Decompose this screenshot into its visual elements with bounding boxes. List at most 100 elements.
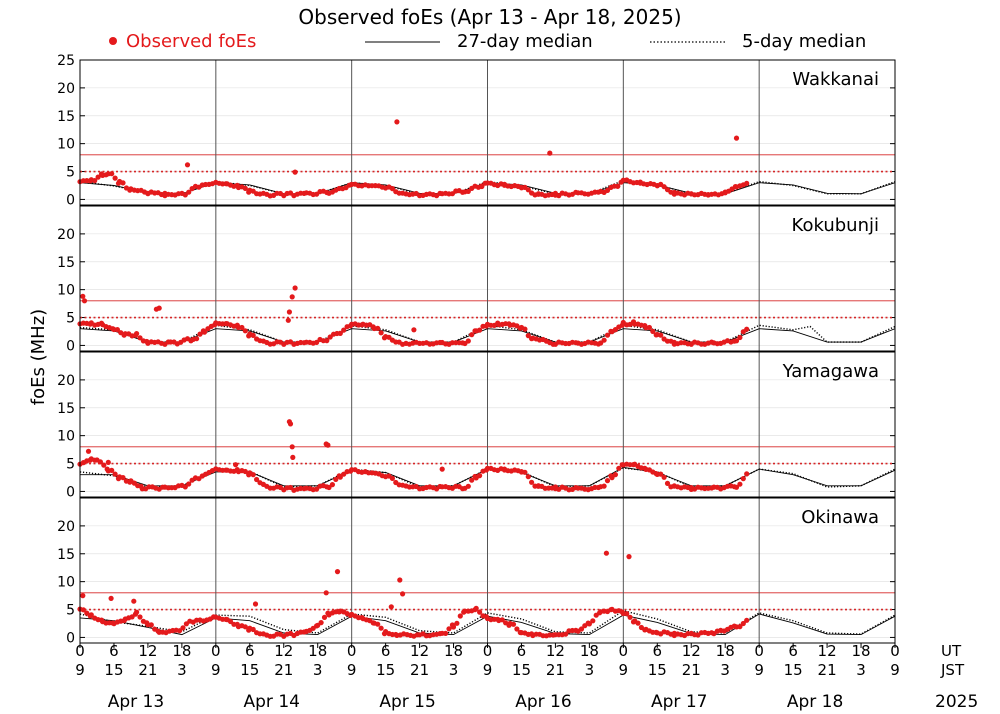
- observed-point: [590, 618, 596, 624]
- y-tick-label: 10: [57, 283, 75, 299]
- observed-point: [650, 328, 656, 334]
- observed-point: [314, 486, 320, 492]
- day-label: Apr 16: [515, 692, 571, 712]
- x-tick-label-ut: 12: [818, 642, 837, 660]
- observed-point: [510, 621, 517, 627]
- y-tick-label: 15: [57, 401, 75, 417]
- x-tick-label-ut: 6: [653, 642, 663, 660]
- observed-point: [341, 327, 347, 333]
- observed-point: [80, 293, 86, 299]
- y-tick-label: 5: [66, 165, 75, 181]
- observed-point: [522, 469, 528, 475]
- observed-point: [186, 189, 192, 195]
- observed-point: [286, 309, 292, 315]
- observed-point: [114, 327, 120, 333]
- legend-27day-label: 27-day median: [457, 31, 593, 52]
- observed-point: [627, 614, 633, 620]
- panel-frame: [79, 351, 896, 498]
- observed-point: [156, 305, 162, 311]
- observed-point: [744, 617, 750, 623]
- panel-wakkanai: 0 5 10 15 20 25 Wakkanai: [57, 53, 896, 208]
- observed-point: [95, 174, 101, 180]
- observed-point: [479, 183, 485, 190]
- observed-point: [148, 622, 154, 628]
- observed-point: [137, 614, 143, 620]
- observed-point: [499, 617, 505, 623]
- observed-point: [80, 593, 86, 599]
- day-label: Apr 17: [651, 692, 707, 712]
- observed-point: [109, 467, 115, 473]
- observed-point: [664, 480, 671, 486]
- year-label: 2025: [935, 692, 978, 712]
- observed-point: [635, 620, 641, 626]
- chart-title: Observed foEs (Apr 13 - Apr 18, 2025): [298, 5, 681, 29]
- panel-yamagawa: 0 5 10 15 20 Yamagawa: [57, 351, 896, 500]
- observed-point: [201, 329, 208, 335]
- x-tick-label-ut: 12: [546, 642, 565, 660]
- observed-point: [108, 595, 114, 602]
- observed-point: [88, 612, 94, 618]
- observed-point: [326, 484, 332, 491]
- observed-point: [469, 332, 475, 338]
- x-tick-label-jst: 3: [449, 661, 459, 679]
- y-axis-label: foEs (MHz): [28, 309, 49, 405]
- observed-point: [184, 162, 191, 168]
- observed-point: [186, 481, 192, 487]
- ut-label: UT: [941, 642, 962, 660]
- observed-point: [389, 475, 395, 481]
- observed-point: [529, 479, 535, 485]
- observed-point: [250, 332, 256, 338]
- x-tick-label-jst: 3: [313, 661, 323, 679]
- observed-point: [242, 185, 248, 191]
- y-tick-label: 10: [57, 429, 75, 445]
- observed-point: [624, 611, 630, 617]
- y-tick-label: 20: [57, 227, 75, 243]
- observed-point: [233, 462, 239, 468]
- observed-point: [120, 180, 126, 186]
- observed-point: [477, 609, 483, 615]
- observed-point: [137, 335, 143, 341]
- observed-point: [740, 476, 746, 482]
- observed-point: [603, 550, 610, 556]
- observed-point: [612, 472, 619, 478]
- observed-point: [329, 482, 335, 488]
- x-tick-label-jst: 9: [347, 661, 357, 679]
- observed-point: [473, 605, 479, 611]
- observed-point: [469, 477, 475, 483]
- observed-point: [242, 328, 248, 334]
- x-tick-label-ut: 18: [580, 642, 599, 660]
- x-tick-label-ut: 6: [109, 642, 119, 660]
- observed-point: [737, 624, 743, 630]
- observed-point: [454, 620, 460, 626]
- observed-point: [239, 324, 245, 331]
- observed-point: [525, 474, 531, 480]
- observed-point: [323, 590, 329, 596]
- observed-point: [375, 325, 381, 331]
- x-tick-label-jst: 9: [619, 661, 629, 679]
- day-label: Apr 14: [244, 692, 300, 712]
- legend-observed-marker: [109, 37, 117, 45]
- observed-point: [601, 337, 607, 343]
- x-tick-label-jst: 3: [720, 661, 730, 679]
- observed-point: [525, 187, 531, 193]
- x-tick-label-jst: 21: [274, 661, 293, 679]
- x-tick-label-ut: 0: [619, 642, 629, 660]
- y-tick-label: 0: [66, 630, 75, 646]
- observed-point: [439, 466, 445, 472]
- observed-point: [101, 462, 107, 468]
- x-tick-label-jst: 15: [784, 661, 803, 679]
- observed-point: [131, 598, 137, 604]
- x-tick-label-jst: 9: [211, 661, 221, 679]
- observed-point: [744, 471, 750, 477]
- observed-point: [318, 620, 324, 626]
- observed-point: [411, 327, 417, 333]
- x-tick-label-ut: 6: [517, 642, 527, 660]
- observed-point: [443, 630, 449, 637]
- observed-point: [134, 609, 140, 615]
- x-tick-label-ut: 12: [410, 642, 429, 660]
- observed-points: [77, 419, 750, 493]
- observed-point: [254, 476, 260, 483]
- x-tick-label-ut: 0: [347, 642, 357, 660]
- observed-point: [737, 481, 743, 487]
- observed-point: [733, 484, 740, 490]
